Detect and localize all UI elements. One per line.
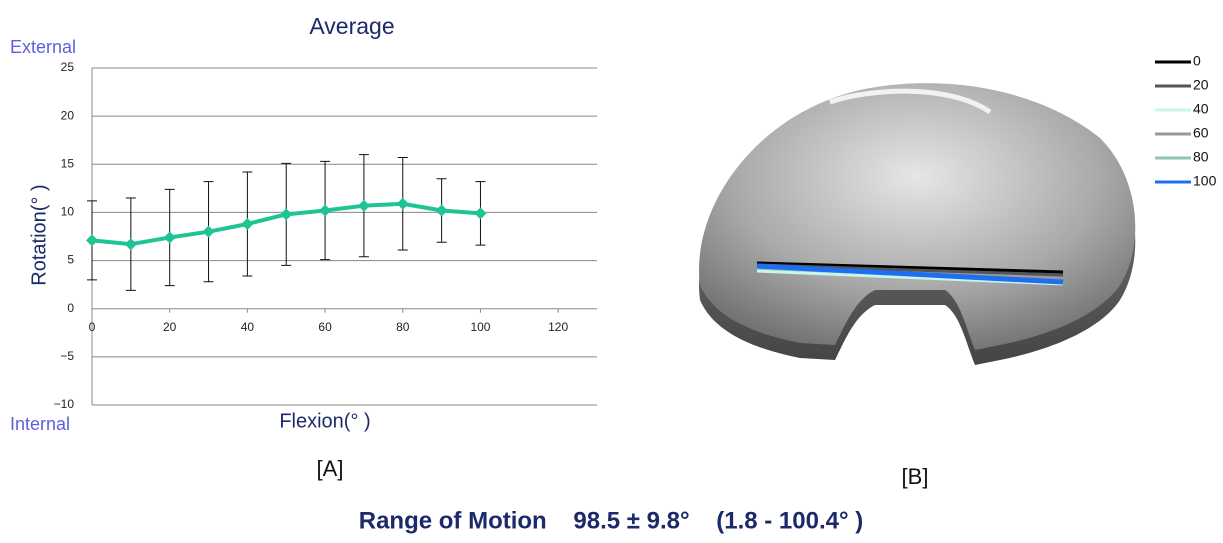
x-tick-label: 20 — [163, 320, 177, 334]
y-tick-label: −5 — [60, 349, 74, 363]
legend-label: 60 — [1193, 125, 1209, 141]
x-tick-label: 120 — [548, 320, 568, 334]
tibial-insert — [699, 83, 1135, 365]
legend-label: 20 — [1193, 77, 1209, 93]
footer: Range of Motion 98.5 ± 9.8° (1.8 - 100.4… — [359, 507, 864, 534]
y-tick-label: 10 — [61, 205, 75, 219]
y-tick-label: 25 — [61, 60, 75, 74]
legend-label: 40 — [1193, 101, 1209, 117]
data-point — [436, 205, 448, 217]
figure: Average External Internal Rotation(° ) F… — [0, 0, 1223, 543]
y-tick-label: 5 — [67, 253, 74, 267]
y-tick-label: 15 — [61, 156, 75, 170]
legend-label: 80 — [1193, 149, 1209, 165]
data-point — [319, 205, 331, 217]
panel-label: [B] — [902, 464, 929, 489]
data-point — [358, 200, 370, 212]
chart-title: Average — [309, 13, 394, 39]
panel-label: [A] — [317, 456, 344, 481]
data-point — [241, 218, 253, 230]
data-point — [164, 231, 176, 243]
x-axis-label: Flexion(° ) — [279, 410, 370, 432]
x-tick-label: 0 — [89, 320, 96, 334]
y-axis-label: Rotation(° ) — [28, 184, 50, 285]
x-tick-label: 80 — [396, 320, 410, 334]
data-point — [280, 208, 292, 220]
x-tick-label: 100 — [470, 320, 490, 334]
legend-label: 100 — [1193, 173, 1217, 189]
legend-label: 0 — [1193, 53, 1201, 69]
x-tick-label: 40 — [241, 320, 255, 334]
y-tick-label: 0 — [67, 301, 74, 315]
data-point — [397, 198, 409, 210]
data-point — [125, 238, 137, 250]
y-tick-label: −10 — [54, 397, 75, 411]
data-point — [86, 234, 98, 246]
annotation: Internal — [10, 414, 70, 434]
annotation: External — [10, 37, 76, 57]
data-point — [203, 226, 215, 238]
data-point — [474, 207, 486, 219]
x-tick-label: 60 — [318, 320, 332, 334]
y-tick-label: 20 — [61, 108, 75, 122]
